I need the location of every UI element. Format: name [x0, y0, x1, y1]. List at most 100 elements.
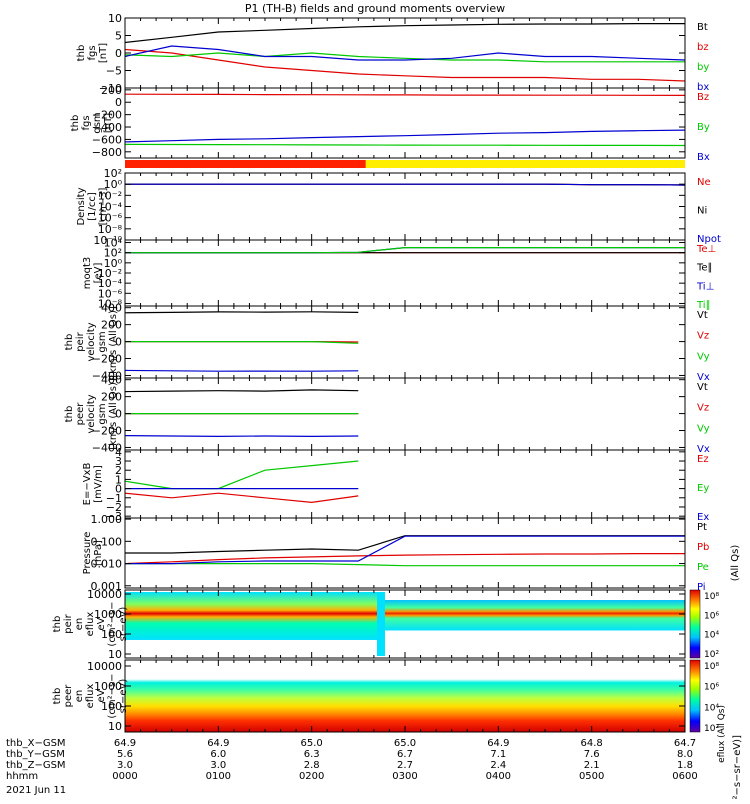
- legend-entry: Te⊥: [696, 244, 716, 255]
- series-fgs-gsm-By: [125, 144, 685, 145]
- y-axis-label: thb: [52, 616, 63, 633]
- series-peir-velocity-Vx: [125, 370, 358, 371]
- chart-title: P1 (TH-B) fields and ground moments over…: [245, 2, 505, 15]
- series-peer-velocity-Vt: [125, 390, 358, 392]
- x-axis-value: 1.8: [677, 760, 693, 771]
- y-axis-label: E=−VxB: [82, 463, 93, 506]
- legend-entry: Vy: [697, 351, 710, 362]
- y-tick-label: 200: [101, 84, 122, 97]
- series-peir-velocity-Vt: [125, 312, 358, 313]
- y-tick-label: 10000: [87, 660, 122, 673]
- legend-entry: By: [697, 122, 710, 133]
- x-axis-value: 7.6: [584, 749, 600, 760]
- colorbar-label: 10⁶: [704, 683, 719, 693]
- x-axis-row-label: thb_Z−GSM: [6, 760, 66, 771]
- series-pressure-Pe: [125, 564, 685, 566]
- series-peer-velocity-Vx: [125, 436, 358, 437]
- y-axis-label: fgs: [87, 45, 98, 60]
- y-axis-label: velocity: [86, 322, 97, 361]
- y-axis-label: [cm−3]: [98, 188, 109, 226]
- x-axis-value: 0200: [299, 771, 324, 782]
- pressure-side-label: (All Qs): [730, 545, 741, 582]
- y-axis-label: [eV]: [93, 263, 104, 284]
- x-axis-value: 64.7: [674, 738, 696, 749]
- x-axis-value: 64.9: [114, 738, 136, 749]
- legend-entry: bz: [697, 42, 709, 53]
- y-axis-label: eV: [96, 617, 107, 630]
- series-fgs-gsm-Bz: [125, 94, 685, 95]
- y-tick-label: 10: [108, 12, 122, 25]
- x-axis-row-label: hhmm: [6, 771, 38, 782]
- y-axis-label: [mV/m]: [93, 465, 104, 503]
- x-axis-value: 2.4: [490, 760, 506, 771]
- y-axis-label: eV: [96, 689, 107, 702]
- region-bar-red: [125, 160, 366, 168]
- legend-entry: Ti⊥: [696, 281, 714, 292]
- series-temperature-Ti⊥: [125, 248, 685, 253]
- x-axis-value: 64.8: [581, 738, 603, 749]
- y-axis-label: peer: [63, 684, 74, 708]
- x-axis-value: 64.9: [487, 738, 509, 749]
- x-axis-value: 2.8: [304, 760, 320, 771]
- legend-entry: by: [697, 62, 709, 73]
- series-fgs-mag-Bt: [125, 24, 685, 43]
- y-tick-label: 0: [115, 47, 122, 60]
- series-efield-Ez: [125, 493, 358, 502]
- legend-entry: Vt: [697, 382, 708, 393]
- legend-entry: Pb: [697, 542, 709, 553]
- colorbar-unit-label: [eV/(cm²−s−sr−eV)]: [732, 735, 743, 800]
- x-axis-value: 64.9: [207, 738, 229, 749]
- series-efield-Ey: [125, 461, 358, 489]
- panel-frame-pressure: [125, 518, 685, 588]
- x-axis-value: 2.7: [397, 760, 413, 771]
- colorbar: [690, 660, 700, 732]
- x-axis-value: 3.0: [210, 760, 226, 771]
- y-tick-label: 1.000: [91, 513, 123, 526]
- panel-frame-fgs-mag: [125, 18, 685, 88]
- y-axis-label: thb: [52, 688, 63, 705]
- x-axis-value: 0500: [579, 771, 604, 782]
- series-temperature-Ti∥: [125, 248, 685, 253]
- y-tick-label: 10: [108, 720, 122, 733]
- y-axis-label: thb: [76, 45, 87, 62]
- x-axis-value: 65.0: [301, 738, 323, 749]
- x-axis-row-label: thb_Y−GSM: [6, 749, 65, 760]
- plot-background: [125, 160, 700, 732]
- series-fgs-gsm-Bx: [125, 130, 685, 142]
- colorbar: [690, 590, 700, 658]
- legend-entry: Pt: [697, 522, 707, 533]
- y-axis-label: [nT]: [103, 113, 114, 133]
- y-axis-label: peer: [75, 402, 86, 426]
- y-axis-label: thb: [70, 115, 81, 132]
- y-axis-label: [nT]: [98, 43, 109, 63]
- x-axis-value: 0600: [672, 771, 697, 782]
- x-axis-value: 0400: [486, 771, 511, 782]
- x-axis-value: 7.1: [490, 749, 506, 760]
- y-axis-label: Density: [76, 187, 87, 225]
- spectrogram-peir-transition: [377, 592, 385, 656]
- spectrogram-peer: [125, 670, 685, 732]
- legend-entry: Ez: [697, 454, 709, 465]
- y-axis-label: en: [74, 690, 85, 703]
- panel-frame-fgs-gsm: [125, 88, 685, 158]
- legend-entry: Vy: [697, 423, 710, 434]
- y-axis-label: gsm: [97, 331, 108, 352]
- legend-entry: Ey: [697, 483, 709, 494]
- x-axis-value: 0000: [112, 771, 137, 782]
- colorbar-label: 10⁶: [704, 611, 719, 621]
- x-axis-value: 6.7: [397, 749, 413, 760]
- y-axis-label: peir: [63, 613, 74, 633]
- colorbar-label: 10²: [704, 650, 719, 660]
- legend-entry: Ni: [697, 206, 707, 217]
- legend-entry: Pe: [697, 562, 709, 573]
- y-axis-label: Pressure: [82, 532, 93, 575]
- x-axis-value: 0300: [392, 771, 417, 782]
- x-axis-value: 6.0: [210, 749, 226, 760]
- y-axis-label: sr−eV): [118, 679, 129, 714]
- legend-entry: Vz: [697, 331, 709, 342]
- colorbar-label: 10⁸: [704, 592, 719, 602]
- y-axis-label: (cm²−s−: [107, 673, 118, 718]
- x-axis-value: 2.1: [584, 760, 600, 771]
- y-axis-label: peir: [75, 331, 86, 351]
